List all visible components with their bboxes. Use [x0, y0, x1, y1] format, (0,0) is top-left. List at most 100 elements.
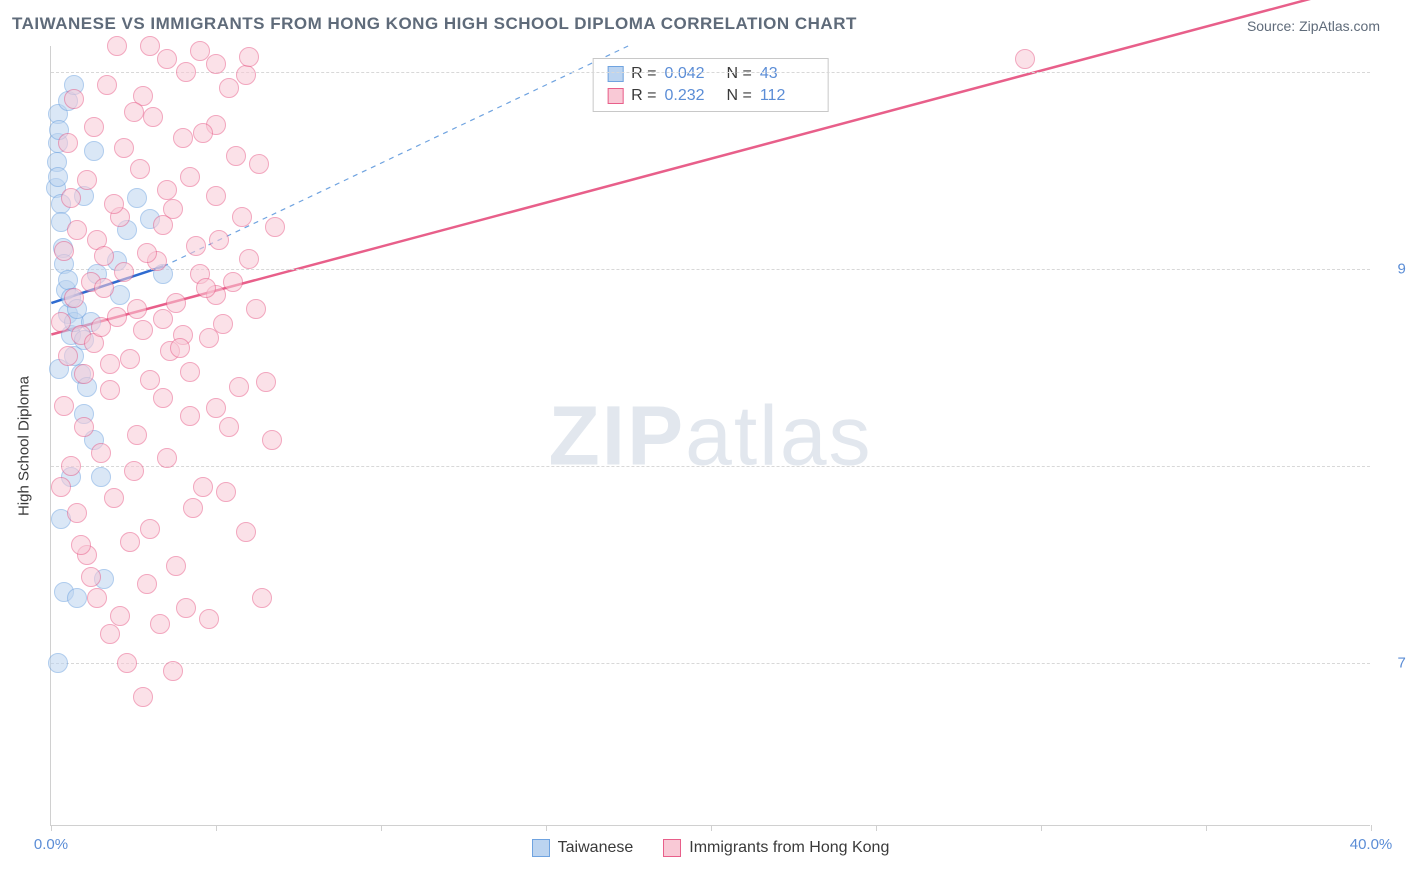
- data-point: [64, 89, 84, 109]
- data-point: [51, 477, 71, 497]
- data-point: [180, 362, 200, 382]
- series-legend: Taiwanese Immigrants from Hong Kong: [51, 839, 1370, 857]
- data-point: [176, 62, 196, 82]
- data-point: [51, 312, 71, 332]
- data-point: [153, 388, 173, 408]
- data-point: [256, 372, 276, 392]
- data-point: [127, 425, 147, 445]
- r-value: 0.042: [665, 65, 719, 83]
- data-point: [153, 309, 173, 329]
- data-point: [236, 65, 256, 85]
- data-point: [114, 262, 134, 282]
- data-point: [157, 448, 177, 468]
- data-point: [97, 75, 117, 95]
- data-point: [186, 236, 206, 256]
- data-point: [190, 41, 210, 61]
- data-point: [110, 606, 130, 626]
- data-point: [173, 128, 193, 148]
- data-point: [127, 299, 147, 319]
- x-tick-label: 0.0%: [34, 836, 68, 853]
- x-tick: [1371, 825, 1372, 831]
- n-label: N =: [727, 87, 752, 105]
- source-value: ZipAtlas.com: [1299, 18, 1380, 34]
- data-point: [1015, 49, 1035, 69]
- data-point: [226, 146, 246, 166]
- data-point: [219, 417, 239, 437]
- data-point: [58, 270, 78, 290]
- legend-label: Immigrants from Hong Kong: [689, 839, 889, 857]
- data-point: [216, 482, 236, 502]
- data-point: [140, 519, 160, 539]
- legend-swatch: [532, 839, 550, 857]
- data-point: [104, 488, 124, 508]
- watermark-light: atlas: [685, 388, 872, 482]
- data-point: [170, 338, 190, 358]
- n-value: 43: [760, 65, 814, 83]
- data-point: [209, 230, 229, 250]
- x-tick: [546, 825, 547, 831]
- data-point: [137, 574, 157, 594]
- data-point: [74, 417, 94, 437]
- data-point: [193, 477, 213, 497]
- legend-swatch: [607, 88, 623, 104]
- data-point: [67, 588, 87, 608]
- data-point: [94, 246, 114, 266]
- source-attribution: Source: ZipAtlas.com: [1247, 18, 1380, 34]
- data-point: [124, 461, 144, 481]
- data-point: [84, 117, 104, 137]
- stats-row: R =0.232N =112: [607, 85, 814, 107]
- legend-label: Taiwanese: [558, 839, 634, 857]
- data-point: [133, 320, 153, 340]
- chart-container: TAIWANESE VS IMMIGRANTS FROM HONG KONG H…: [0, 0, 1406, 892]
- data-point: [61, 456, 81, 476]
- x-tick: [1041, 825, 1042, 831]
- data-point: [58, 133, 78, 153]
- data-point: [124, 102, 144, 122]
- data-point: [223, 272, 243, 292]
- data-point: [87, 588, 107, 608]
- data-point: [196, 278, 216, 298]
- watermark-bold: ZIP: [548, 388, 685, 482]
- r-label: R =: [631, 87, 656, 105]
- data-point: [104, 194, 124, 214]
- data-point: [199, 609, 219, 629]
- gridline: [51, 663, 1370, 664]
- chart-title: TAIWANESE VS IMMIGRANTS FROM HONG KONG H…: [12, 14, 857, 34]
- data-point: [94, 278, 114, 298]
- x-tick: [381, 825, 382, 831]
- y-tick-label: 92.5%: [1380, 261, 1406, 278]
- data-point: [180, 406, 200, 426]
- x-tick: [876, 825, 877, 831]
- data-point: [137, 243, 157, 263]
- data-point: [143, 107, 163, 127]
- data-point: [239, 249, 259, 269]
- data-point: [61, 188, 81, 208]
- y-axis-label: High School Diploma: [16, 376, 33, 516]
- data-point: [206, 398, 226, 418]
- data-point: [166, 293, 186, 313]
- stats-row: R =0.042N =43: [607, 63, 814, 85]
- data-point: [183, 498, 203, 518]
- data-point: [91, 467, 111, 487]
- legend-item: Taiwanese: [532, 839, 634, 857]
- data-point: [219, 78, 239, 98]
- data-point: [140, 370, 160, 390]
- data-point: [58, 346, 78, 366]
- data-point: [48, 653, 68, 673]
- watermark: ZIPatlas: [548, 387, 872, 484]
- data-point: [236, 522, 256, 542]
- data-point: [54, 241, 74, 261]
- data-point: [81, 567, 101, 587]
- data-point: [120, 349, 140, 369]
- data-point: [206, 54, 226, 74]
- data-point: [114, 138, 134, 158]
- data-point: [127, 188, 147, 208]
- data-point: [84, 141, 104, 161]
- data-point: [163, 661, 183, 681]
- x-tick: [711, 825, 712, 831]
- data-point: [64, 288, 84, 308]
- y-tick-label: 77.5%: [1380, 655, 1406, 672]
- data-point: [107, 307, 127, 327]
- data-point: [206, 186, 226, 206]
- gridline: [51, 269, 1370, 270]
